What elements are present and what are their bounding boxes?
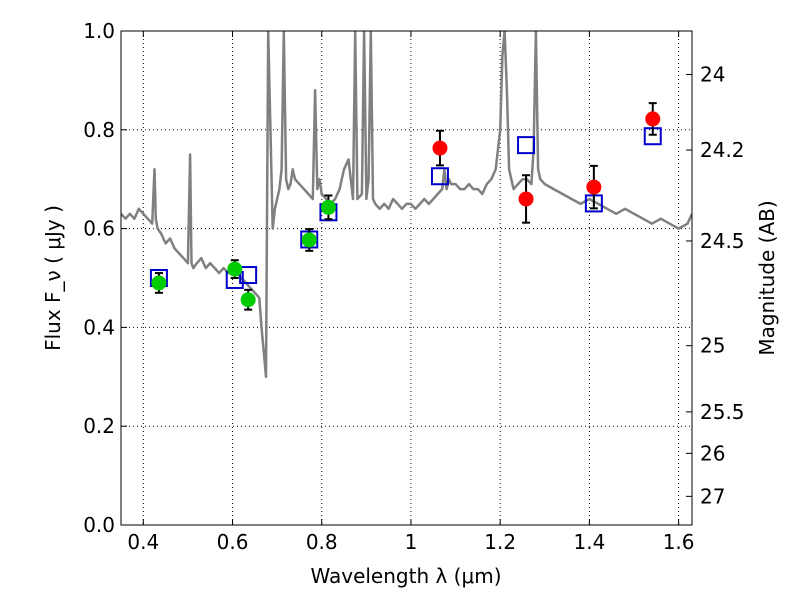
- x-tick-label: 0.8: [306, 530, 338, 554]
- plot-frame: [120, 30, 693, 526]
- spectrum-layer: [121, 31, 692, 379]
- model-square-marker: [239, 266, 258, 285]
- right-tick-label: 24.5: [700, 229, 745, 253]
- model-square-marker: [430, 167, 449, 186]
- green-data-point: [240, 292, 256, 308]
- y-tick-label: 0.0: [83, 513, 115, 537]
- grid: [121, 31, 692, 525]
- model-square-marker: [517, 136, 536, 155]
- y-tick-label: 0.4: [83, 315, 115, 339]
- right-tick-label: 24: [700, 62, 725, 86]
- right-tick-label: 25.5: [700, 400, 745, 424]
- y-axis-label: Flux F_ν ( μJy ): [41, 205, 65, 351]
- y-tick-label: 0.6: [83, 217, 115, 241]
- right-tick-label: 24.2: [700, 138, 745, 162]
- right-tick-label: 27: [700, 484, 725, 508]
- green-data-point: [151, 275, 167, 291]
- red-data-point: [645, 111, 661, 127]
- right-tick-label: 25: [700, 334, 725, 358]
- red-data-point: [432, 140, 448, 156]
- x-tick-label: 0.6: [217, 530, 249, 554]
- x-tick-label: 0.4: [127, 530, 159, 554]
- green-data-point: [320, 199, 336, 215]
- y-tick-label: 1.0: [83, 19, 115, 43]
- x-axis-label: Wavelength λ (μm): [310, 564, 501, 588]
- green-data-point: [227, 261, 243, 277]
- ticks: [121, 30, 692, 526]
- red-data-point: [586, 179, 602, 195]
- spectrum-line: [121, 31, 692, 379]
- x-tick-label: 1.4: [573, 530, 605, 554]
- x-tick-label: 1.2: [484, 530, 516, 554]
- right-axis-label: Magnitude (AB): [755, 200, 779, 355]
- green-data-point: [301, 232, 317, 248]
- y-tick-label: 0.2: [83, 414, 115, 438]
- right-tick-label: 26: [700, 441, 725, 465]
- x-tick-label: 1.6: [663, 530, 695, 554]
- y-tick-label: 0.8: [83, 118, 115, 142]
- marker-layer: [149, 102, 662, 311]
- x-tick-label: 1: [405, 530, 418, 554]
- tick-labels: 0.4 0.6 0.8 1 1.2 1.4 1.6 0.0 0.2 0.4 0.6 0.8 1.0 24 2…: [83, 19, 744, 554]
- red-data-point: [518, 191, 534, 207]
